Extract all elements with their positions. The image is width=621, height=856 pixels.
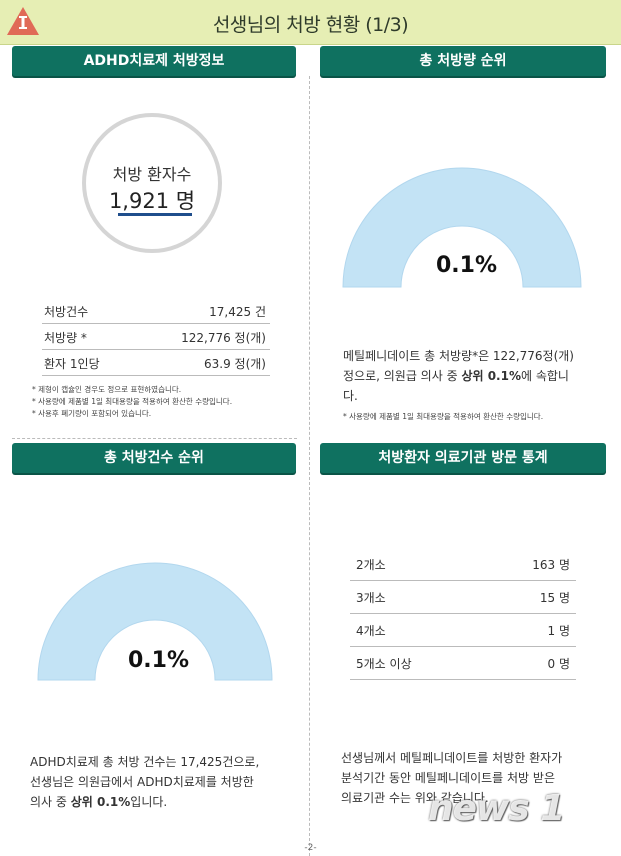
- visit-label: 4개소: [356, 624, 386, 638]
- visit-value: 1 명: [547, 624, 571, 638]
- description-line: ADHD치료제 총 처방 건수는 17,425건으로,: [30, 755, 260, 769]
- description-line: 다.: [343, 389, 358, 403]
- patient-count-value: 1,921 명: [108, 189, 196, 213]
- table-row: 2개소 163 명: [350, 548, 576, 581]
- visit-stats-table: 2개소 163 명 3개소 15 명 4개소 1 명 5개소 이상 0 명: [350, 548, 576, 680]
- footnote: * 사용후 폐기량이 포함되어 있습니다.: [32, 409, 152, 418]
- column-divider: [309, 76, 310, 856]
- stat-row: 환자 1인당 63.9 정(개): [42, 350, 270, 376]
- patient-count-label: 처방 환자수: [112, 165, 192, 184]
- prescription-stats-table: 처방건수 17,425 건 처방량 * 122,776 정(개) 환자 1인당 …: [42, 298, 270, 376]
- visit-value: 0 명: [547, 657, 571, 671]
- volume-rank-footnote: * 사용량에 제품별 1일 최대용량을 적용하여 환산한 수량입니다.: [343, 412, 544, 421]
- description-line: 의료기관 수는 위와 같습니다.: [341, 791, 489, 805]
- description-line: 의사 중 상위 0.1%입니다.: [30, 795, 168, 809]
- patient-count-circle: 처방 환자수 1,921 명: [82, 113, 222, 253]
- volume-rank-value: 0.1%: [436, 253, 498, 278]
- stat-value: 17,425 건: [209, 305, 266, 319]
- description-line: 선생님께서 메틸페니데이트를 처방한 환자가: [341, 751, 563, 765]
- gauge-arc: [37, 562, 273, 681]
- stat-label: 처방건수: [44, 305, 89, 319]
- volume-rank-description: 메틸페니데이트 총 처방량*은 122,776정(개) 정으로, 의원급 의사 …: [343, 346, 574, 406]
- footnote: * 제형이 캡슐인 경우도 정으로 표현하였습니다.: [32, 385, 182, 394]
- description-line: 정으로, 의원급 의사 중 상위 0.1%에 속합니: [343, 369, 569, 383]
- visit-stats-description: 선생님께서 메틸페니데이트를 처방한 환자가 분석기간 동안 메틸페니데이트를 …: [341, 748, 562, 808]
- highlight-rank: 상위 0.1%: [461, 369, 521, 383]
- stat-label: 처방량 *: [44, 331, 87, 345]
- section-header-volume-rank: 총 처방량 순위: [320, 46, 606, 76]
- stat-row: 처방량 * 122,776 정(개): [42, 324, 270, 350]
- stat-value: 63.9 정(개): [204, 357, 266, 371]
- visit-label: 2개소: [356, 558, 386, 572]
- table-row: 5개소 이상 0 명: [350, 647, 576, 680]
- prescription-notes: * 제형이 캡슐인 경우도 정으로 표현하였습니다. * 사용량에 제품별 1일…: [32, 384, 232, 420]
- count-rank-value: 0.1%: [128, 648, 190, 673]
- stat-row: 처방건수 17,425 건: [42, 298, 270, 324]
- volume-rank-gauge: [342, 167, 582, 288]
- title-bar: 선생님의 처방 현황 (1/3): [0, 0, 621, 45]
- gauge-arc: [342, 167, 582, 288]
- description-line: 분석기간 동안 메틸페니데이트를 처방 받은: [341, 771, 555, 785]
- page-title: 선생님의 처방 현황 (1/3): [212, 14, 409, 36]
- description-line: 선생님은 의원급에서 ADHD치료제를 처방한: [30, 775, 254, 789]
- section-header-visit-stats: 처방환자 의료기관 방문 통계: [320, 443, 606, 473]
- visit-label: 3개소: [356, 591, 386, 605]
- section-header-prescription-info: ADHD치료제 처방정보: [12, 46, 296, 76]
- page-number: -2-: [304, 843, 317, 853]
- warning-icon: [7, 7, 39, 35]
- table-row: 4개소 1 명: [350, 614, 576, 647]
- patient-count-underline: [118, 213, 192, 216]
- count-rank-description: ADHD치료제 총 처방 건수는 17,425건으로, 선생님은 의원급에서 A…: [30, 752, 259, 812]
- visit-label: 5개소 이상: [356, 657, 412, 671]
- description-line: 메틸페니데이트 총 처방량*은 122,776정(개): [343, 349, 574, 363]
- footnote: * 사용량에 제품별 1일 최대용량을 적용하여 환산한 수량입니다.: [32, 397, 233, 406]
- table-row: 3개소 15 명: [350, 581, 576, 614]
- highlight-rank: 상위 0.1%: [70, 795, 131, 809]
- row-divider: [12, 438, 297, 439]
- count-rank-gauge: [37, 562, 273, 681]
- section-header-count-rank: 총 처방건수 순위: [12, 443, 296, 473]
- visit-value: 15 명: [539, 591, 570, 605]
- stat-value: 122,776 정(개): [181, 331, 266, 345]
- visit-value: 163 명: [532, 558, 570, 572]
- news-watermark: news 1: [428, 788, 565, 829]
- stat-label: 환자 1인당: [44, 357, 100, 371]
